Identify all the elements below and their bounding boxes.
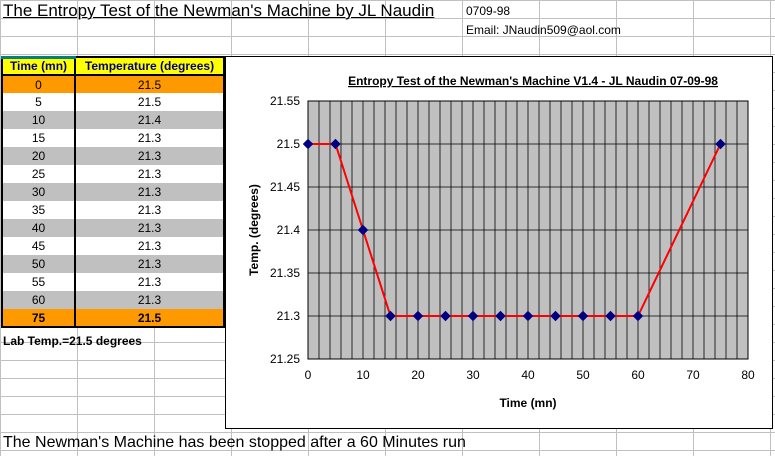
x-tick-label: 0 [305, 368, 312, 382]
data-point [550, 310, 561, 322]
temperature-chart: Entropy Test of the Newman's Machine V1.… [247, 74, 755, 410]
y-tick-label: 21.35 [270, 266, 300, 280]
temperature-cell[interactable]: 21.3 [75, 237, 225, 255]
temperature-cell[interactable]: 21.5 [75, 309, 225, 328]
data-point [577, 310, 589, 322]
y-tick-label: 21.5 [277, 137, 301, 151]
table-row: 0 21.5 [1, 75, 225, 93]
data-point [385, 310, 396, 322]
cell-selection-marker [1, 56, 76, 59]
x-tick-label: 80 [741, 368, 755, 382]
y-tick-label: 21.3 [277, 309, 301, 323]
time-cell[interactable]: 45 [1, 237, 76, 255]
data-point [440, 310, 451, 322]
chart-title: Entropy Test of the Newman's Machine V1.… [348, 74, 718, 88]
temperature-cell[interactable]: 21.3 [75, 129, 225, 147]
table-row: 40 21.3 [1, 219, 225, 237]
time-cell[interactable]: 25 [1, 165, 76, 183]
temperature-cell[interactable]: 21.3 [75, 273, 225, 291]
data-point [632, 310, 644, 322]
table-row: 50 21.3 [1, 255, 225, 273]
data-point [715, 138, 726, 150]
x-tick-label: 40 [521, 368, 535, 382]
x-tick-label: 20 [411, 368, 425, 382]
time-cell[interactable]: 40 [1, 219, 76, 237]
table-row: 15 21.3 [1, 129, 225, 147]
x-axis-label: Time (mn) [499, 396, 556, 410]
table-row: 60 21.3 [1, 291, 225, 309]
table-row: 5 21.5 [1, 93, 225, 111]
header-time[interactable]: Time (mn) [1, 56, 76, 76]
temperature-cell[interactable]: 21.3 [75, 291, 225, 309]
table-row: 20 21.3 [1, 147, 225, 165]
temperature-cell[interactable]: 21.3 [75, 165, 225, 183]
temperature-cell[interactable]: 21.3 [75, 183, 225, 201]
data-point [605, 310, 616, 322]
time-cell[interactable]: 55 [1, 273, 76, 291]
data-point [495, 310, 506, 322]
time-cell[interactable]: 60 [1, 291, 76, 309]
footer-note[interactable]: The Newman's Machine has been stopped af… [3, 434, 466, 451]
x-tick-label: 50 [576, 368, 590, 382]
email-cell[interactable]: Email: JNaudin509@aol.com [466, 23, 621, 37]
chart-area[interactable]: Entropy Test of the Newman's Machine V1.… [225, 56, 773, 429]
temperature-cell[interactable]: 21.4 [75, 111, 225, 129]
time-cell[interactable]: 20 [1, 147, 76, 165]
x-tick-label: 10 [356, 368, 370, 382]
temperature-cell[interactable]: 21.5 [75, 75, 225, 93]
table-row: 75 21.5 [1, 309, 225, 328]
table-row: 55 21.3 [1, 273, 225, 291]
x-tick-label: 60 [631, 368, 645, 382]
time-cell[interactable]: 30 [1, 183, 76, 201]
data-point [302, 138, 314, 150]
data-table: Time (mn) Temperature (degrees) 0 21.5 5 21… [1, 56, 225, 328]
time-cell[interactable]: 50 [1, 255, 76, 273]
time-cell[interactable]: 0 [1, 75, 76, 93]
data-point [357, 224, 369, 236]
table-row: 30 21.3 [1, 183, 225, 201]
data-point [330, 138, 341, 150]
x-tick-label: 30 [466, 368, 480, 382]
temperature-cell[interactable]: 21.3 [75, 147, 225, 165]
y-axis-label: Temp. (degrees) [247, 184, 261, 276]
lab-temp-note[interactable]: Lab Temp.=21.5 degrees [3, 334, 142, 348]
header-temperature[interactable]: Temperature (degrees) [74, 56, 225, 76]
table-row: 25 21.3 [1, 165, 225, 183]
temperature-cell[interactable]: 21.3 [75, 201, 225, 219]
y-tick-label: 21.25 [270, 352, 300, 366]
date-cell[interactable]: 0709-98 [466, 4, 511, 18]
time-cell[interactable]: 15 [1, 129, 76, 147]
x-tick-label: 70 [686, 368, 700, 382]
table-row: 10 21.4 [1, 111, 225, 129]
time-cell[interactable]: 75 [1, 309, 76, 328]
table-header-row: Time (mn) Temperature (degrees) [1, 56, 225, 76]
data-point [522, 310, 534, 322]
table-row: 45 21.3 [1, 237, 225, 255]
sheet-title: The Entropy Test of the Newman's Machine… [3, 1, 435, 20]
plot-border [307, 100, 749, 360]
data-point [467, 310, 479, 322]
data-point [412, 310, 424, 322]
y-tick-label: 21.55 [270, 94, 300, 108]
table-row: 35 21.3 [1, 201, 225, 219]
time-cell[interactable]: 35 [1, 201, 76, 219]
temperature-cell[interactable]: 21.5 [75, 93, 225, 111]
y-tick-label: 21.45 [270, 180, 300, 194]
temperature-cell[interactable]: 21.3 [75, 219, 225, 237]
table-body: 0 21.5 5 21.5 10 21.4 15 21.3 20 21.3 25 21.3 30 21.3… [1, 75, 225, 328]
time-cell[interactable]: 10 [1, 111, 76, 129]
y-tick-label: 21.4 [277, 223, 301, 237]
temperature-cell[interactable]: 21.3 [75, 255, 225, 273]
time-cell[interactable]: 5 [1, 93, 76, 111]
